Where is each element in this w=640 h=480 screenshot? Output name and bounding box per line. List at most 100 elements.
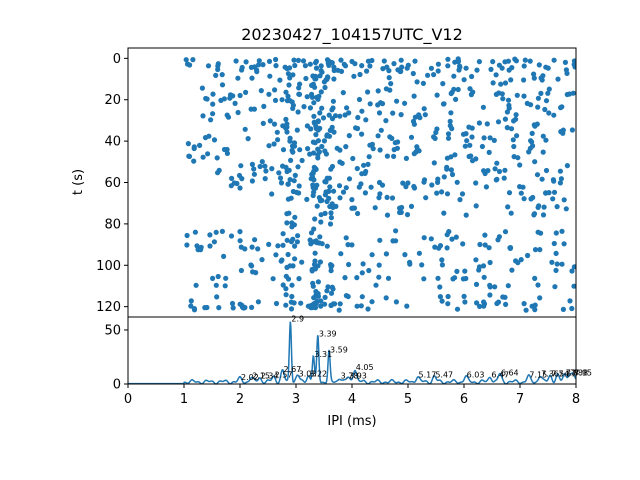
scatter-point-39	[260, 62, 266, 68]
scatter-point-483	[434, 190, 440, 196]
scatter-point-111	[317, 73, 323, 79]
scatter-point-134	[414, 79, 420, 85]
scatter-point-363	[452, 152, 458, 158]
scatter-point-407	[263, 168, 269, 174]
scatter-point-439	[239, 176, 245, 182]
scatter-point-496	[296, 190, 302, 196]
scatter-point-704	[445, 293, 451, 300]
scatter-point-386	[288, 157, 294, 163]
scatter-point-739	[354, 303, 360, 309]
scatter-point-733	[358, 303, 364, 309]
scatter-point-664	[354, 275, 360, 281]
scatter-point-310	[202, 135, 209, 141]
scatter-point-534	[441, 210, 447, 216]
scatter-point-374	[391, 153, 397, 159]
scatter-point-222	[359, 108, 365, 114]
scatter-point-133	[388, 81, 394, 87]
scatter-point-892	[312, 216, 318, 222]
scatter-point-102	[219, 72, 225, 78]
scatter-y-ticks: 0 20 40 60 80 100 120	[96, 52, 128, 315]
scatter-point-110	[451, 73, 457, 79]
scatter-point-473	[296, 183, 302, 189]
scatter-point-161	[210, 91, 216, 97]
scatter-point-238	[412, 114, 418, 120]
scatter-point-234	[551, 112, 557, 118]
scatter-point-620	[299, 259, 305, 265]
scatter-point-390	[431, 160, 437, 166]
scatter-point-484	[362, 190, 368, 196]
scatter-point-436	[494, 176, 500, 182]
scatter-point-228	[235, 109, 241, 116]
scatter-point-643	[248, 262, 254, 268]
scatter-point-129	[386, 75, 392, 81]
scatter-point-687	[373, 282, 379, 288]
scatter-point-183	[272, 97, 279, 103]
scatter-point-264	[304, 123, 310, 129]
scatter-point-468	[343, 185, 349, 191]
scatter-point-727	[322, 301, 328, 307]
scatter-point-298	[245, 136, 251, 142]
scatter-point-486	[506, 190, 513, 196]
histogram-x-tick-label-5: 5	[404, 392, 412, 407]
scatter-point-393	[238, 163, 244, 169]
scatter-point-458	[285, 181, 291, 187]
scatter-point-119	[249, 75, 255, 81]
scatter-point-216	[301, 104, 307, 110]
scatter-point-139	[490, 80, 496, 86]
histogram-x-tick-label-6: 6	[460, 392, 468, 407]
scatter-point-866	[328, 290, 335, 296]
scatter-point-845	[318, 68, 324, 74]
scatter-point-623	[487, 259, 493, 266]
scatter-point-717	[393, 299, 399, 305]
scatter-point-792	[284, 220, 290, 226]
scatter-point-460	[400, 180, 406, 186]
scatter-point-199	[367, 101, 373, 107]
histogram-x-tick-label-1: 1	[180, 392, 188, 407]
scatter-point-878	[324, 198, 330, 205]
scatter-y-tick-label-80: 80	[104, 217, 121, 232]
peak-label-2: 2.34	[261, 372, 279, 381]
scatter-point-79	[488, 66, 494, 72]
scatter-point-455	[421, 179, 427, 185]
scatter-point-554	[393, 228, 399, 234]
scatter-point-629	[346, 261, 352, 268]
scatter-point-123	[461, 77, 467, 83]
scatter-point-140	[219, 82, 226, 88]
scatter-point-470	[429, 182, 435, 188]
scatter-point-812	[318, 219, 324, 225]
scatter-point-218	[261, 103, 267, 109]
scatter-point-589	[444, 245, 450, 251]
scatter-point-408	[557, 168, 564, 174]
peak-label-16: 6.03	[467, 371, 485, 380]
scatter-point-266	[476, 120, 482, 126]
scatter-point-676	[492, 284, 498, 290]
scatter-point-536	[384, 212, 391, 218]
scatter-point-193	[500, 96, 506, 102]
scatter-point-431	[534, 172, 541, 178]
scatter-point-249	[495, 119, 502, 125]
scatter-point-478	[411, 183, 417, 190]
scatter-point-245	[417, 115, 423, 121]
scatter-point-270	[271, 121, 278, 127]
scatter-point-142	[272, 87, 278, 93]
peak-label-8: 3.31	[314, 350, 332, 359]
scatter-point-106	[267, 73, 273, 79]
scatter-point-23	[412, 58, 418, 64]
scatter-point-464	[454, 179, 460, 185]
peak-label-24: 7.88	[570, 368, 588, 377]
scatter-point-570	[237, 238, 243, 244]
scatter-point-240	[513, 112, 519, 118]
scatter-point-397	[564, 163, 571, 169]
scatter-point-76	[428, 65, 434, 71]
histogram-x-ticks: 0 1 2 3 4 5 6 7 8	[124, 384, 580, 407]
scatter-point-297	[469, 134, 475, 140]
scatter-point-684	[213, 282, 219, 288]
scatter-point-269	[260, 120, 266, 126]
scatter-point-303	[487, 135, 493, 141]
scatter-point-31	[291, 57, 297, 63]
scatter-point-83	[239, 67, 245, 73]
scatter-point-177	[266, 91, 272, 97]
scatter-point-509	[304, 196, 310, 202]
scatter-point-121	[303, 75, 309, 82]
scatter-point-340	[271, 141, 277, 147]
